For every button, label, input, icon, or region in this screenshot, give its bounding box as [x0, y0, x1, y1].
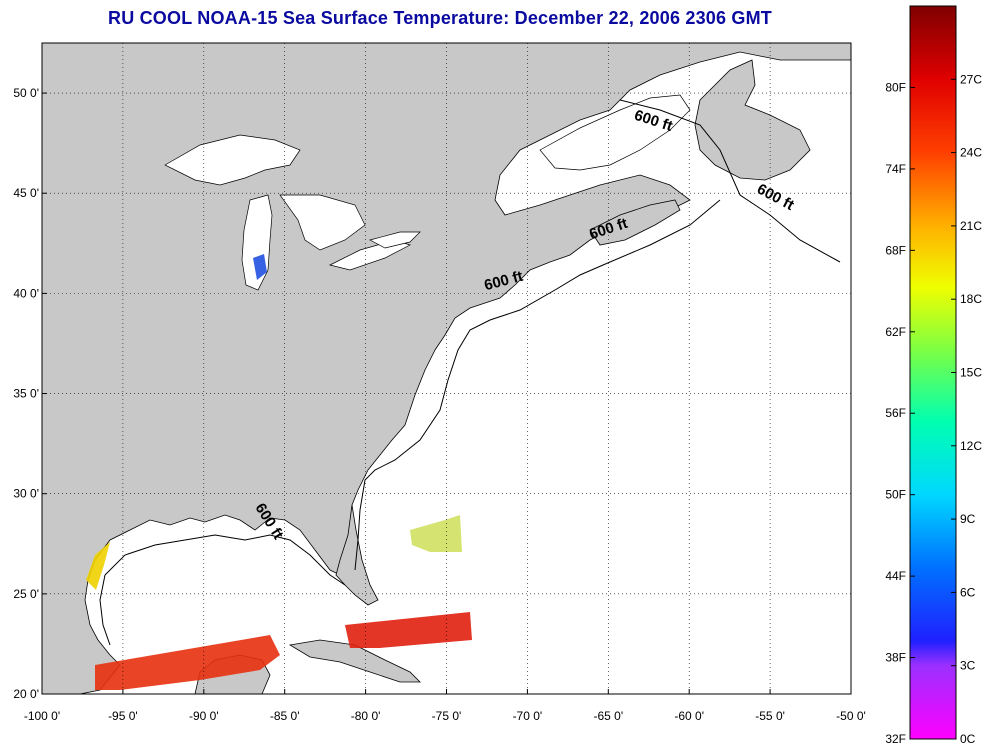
lat-tick-label: 20 0': [13, 687, 39, 701]
lat-tick-label: 50 0': [13, 86, 39, 100]
celsius-label: 24C: [960, 146, 982, 160]
lon-tick-label: -95 0': [108, 709, 138, 723]
lon-tick-label: -90 0': [189, 709, 219, 723]
colorbar-celsius-labels: 0C 3C 6C 9C 12C 15C 18C 21C 24C 27C: [951, 72, 982, 746]
lon-tick-label: -85 0': [270, 709, 300, 723]
lake-huron: [279, 194, 366, 251]
celsius-label: 3C: [960, 659, 976, 673]
longitude-axis: -100 0' -95 0' -90 0' -85 0' -80 0' -75 0' -70…: [24, 689, 866, 723]
fahrenheit-label: 68F: [885, 243, 906, 257]
latitude-axis: 20 0' 25 0' 30 0' 35 0' 40 0' 45 0' 50 0': [13, 86, 47, 701]
lake-ontario: [369, 231, 421, 249]
fahrenheit-label: 38F: [885, 651, 906, 665]
celsius-label: 18C: [960, 292, 982, 306]
lon-tick-label: -50 0': [836, 709, 866, 723]
celsius-label: 12C: [960, 439, 982, 453]
celsius-label: 15C: [960, 366, 982, 380]
celsius-label: 6C: [960, 585, 976, 599]
fahrenheit-label: 56F: [885, 406, 906, 420]
sst-lake-michigan: [253, 254, 267, 280]
lon-tick-label: -70 0': [513, 709, 543, 723]
celsius-label: 9C: [960, 512, 976, 526]
land-newfoundland: [694, 59, 811, 181]
lake-superior: [164, 134, 301, 186]
lon-tick-label: -60 0': [674, 709, 704, 723]
colorbar-fahrenheit-labels: 32F 38F 44F 50F 56F 62F 68F 74F 80F: [885, 80, 915, 746]
sst-atlantic-patch: [410, 515, 462, 552]
lon-tick-label: -55 0': [755, 709, 785, 723]
land-cuba: [288, 639, 421, 683]
lat-tick-label: 25 0': [13, 587, 39, 601]
gulf-of-st-lawrence: [539, 94, 691, 171]
colorbar: [909, 5, 957, 740]
lon-tick-label: -65 0': [593, 709, 623, 723]
fahrenheit-label: 32F: [885, 732, 906, 746]
fahrenheit-label: 62F: [885, 325, 906, 339]
fahrenheit-label: 80F: [885, 80, 906, 94]
lat-tick-label: 30 0': [13, 487, 39, 501]
isobath-600ft: [99, 99, 841, 646]
sst-caribbean-band: [345, 612, 472, 648]
grid-lines: [42, 43, 851, 694]
lat-tick-label: 45 0': [13, 186, 39, 200]
lon-tick-label: -75 0': [432, 709, 462, 723]
fahrenheit-label: 50F: [885, 488, 906, 502]
fahrenheit-label: 44F: [885, 569, 906, 583]
lat-tick-label: 35 0': [13, 387, 39, 401]
fahrenheit-label: 74F: [885, 162, 906, 176]
lon-tick-label: -100 0': [24, 709, 60, 723]
map-title: RU COOL NOAA-15 Sea Surface Temperature:…: [108, 8, 772, 28]
lon-tick-label: -80 0': [351, 709, 381, 723]
lat-tick-label: 40 0': [13, 286, 39, 300]
lake-erie: [328, 239, 411, 271]
sst-texas-coast: [86, 542, 110, 590]
celsius-label: 0C: [960, 732, 976, 746]
celsius-label: 27C: [960, 72, 982, 86]
celsius-label: 21C: [960, 219, 982, 233]
sst-gulf-south-band: [95, 635, 280, 690]
